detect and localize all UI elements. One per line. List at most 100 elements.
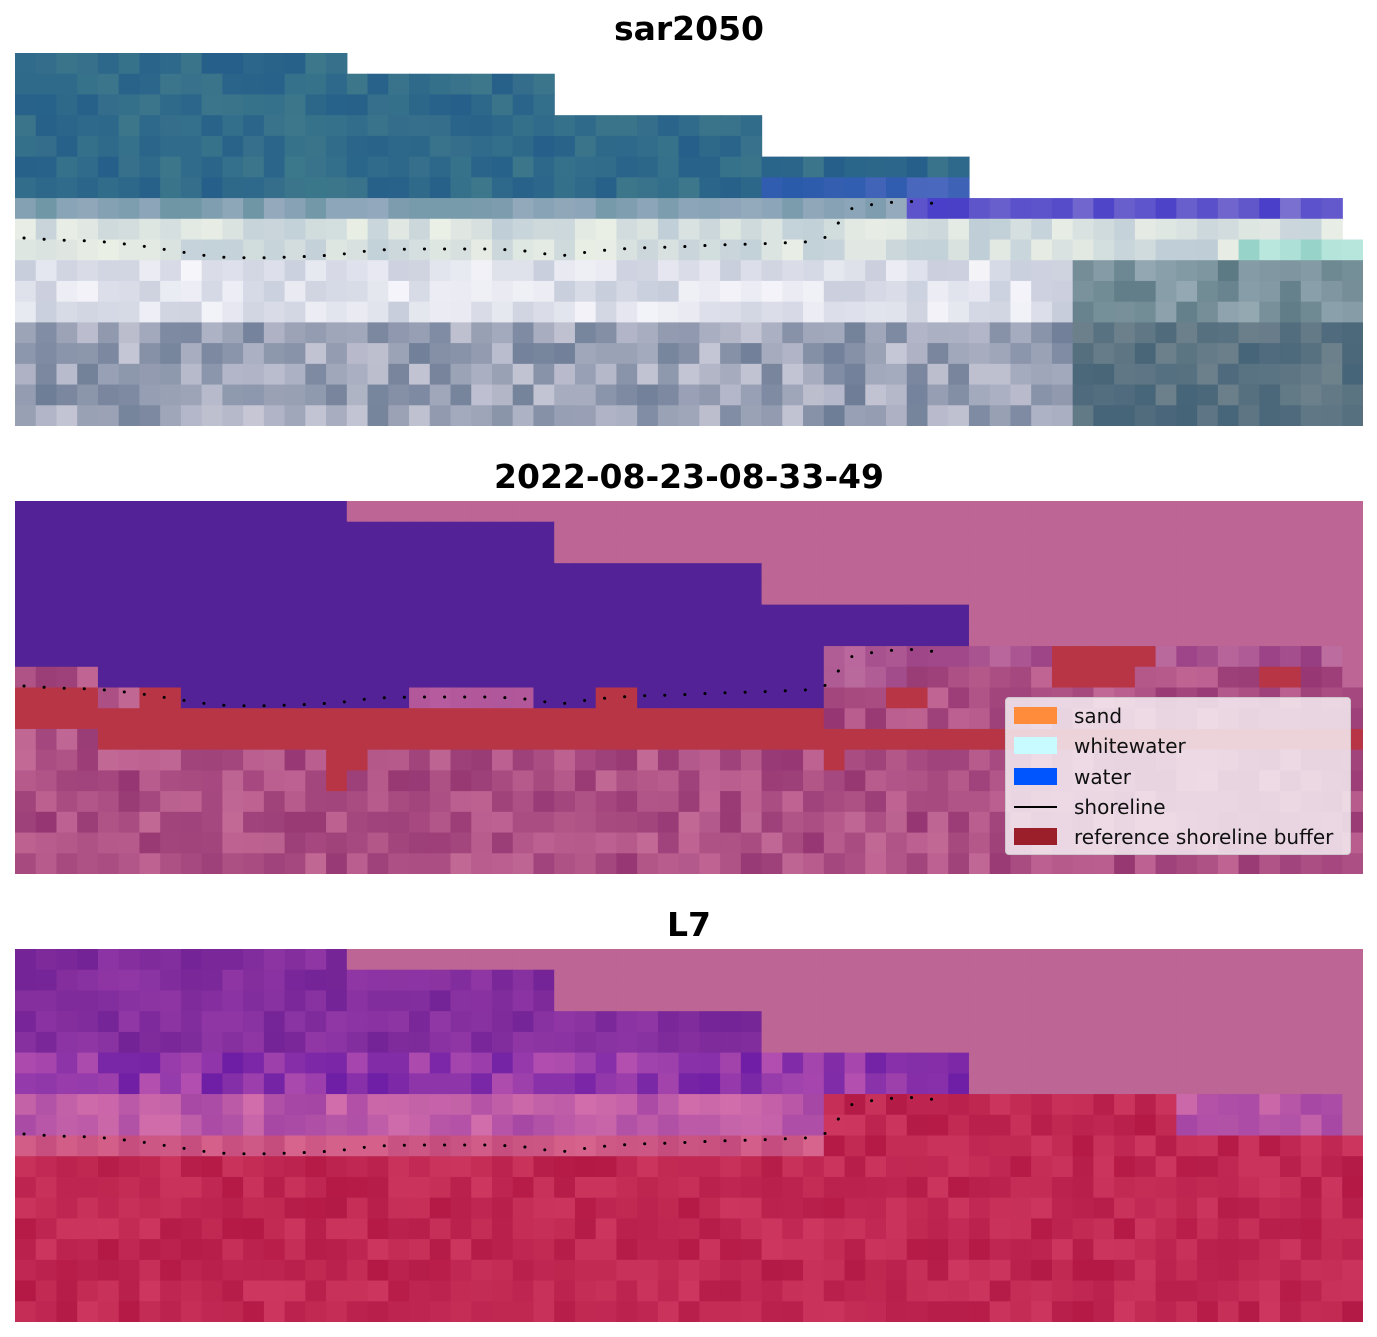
pixel-cell [616,1259,638,1282]
pixel-cell [989,604,1012,626]
pixel-cell [1134,1197,1157,1219]
pixel-cell [180,770,203,792]
pixel-cell [346,604,369,626]
pixel-cell [657,1094,680,1116]
pixel-cell [1155,1218,1177,1240]
pixel-cell [1321,1052,1343,1074]
pixel-cell [97,53,120,75]
pixel-cell [1280,969,1302,992]
pixel-cell [35,156,58,178]
pixel-cell [574,583,597,606]
pixel-cell [222,1114,244,1137]
pixel-cell [927,728,949,751]
pixel-cell [1051,646,1074,668]
pixel-cell [243,853,265,874]
pixel-cell [595,218,618,241]
pixel-cell [56,501,78,523]
pixel-cell [554,563,576,585]
pixel-cell [595,1197,618,1219]
pixel-cell [263,1114,286,1137]
pixel-cell [346,1073,369,1095]
pixel-cell [180,343,203,365]
pixel-cell [927,1114,949,1137]
pixel-cell [1217,1301,1240,1322]
pixel-cell [77,749,99,771]
pixel-cell [1051,239,1074,261]
pixel-cell [574,1135,597,1157]
pixel-cell [284,969,306,992]
pixel-cell [97,1197,120,1219]
pixel-cell [367,1094,389,1116]
pixel-cell [1093,1197,1115,1219]
pixel-cell [1031,343,1053,365]
pixel-cell [263,363,286,386]
pixel-cell [263,1073,286,1095]
pixel-cell [1217,343,1240,365]
pixel-cell [1238,1094,1260,1116]
pixel-cell [761,1259,783,1282]
pixel-cell [284,1218,306,1240]
pixel-cell [1321,1011,1343,1033]
pixel-cell [222,687,244,709]
pixel-cell [761,301,783,323]
pixel-cell [803,563,825,585]
pixel-cell [1031,1176,1053,1199]
pixel-cell [657,949,680,971]
pixel-cell [1051,563,1074,585]
pixel-cell [160,949,182,971]
pixel-cell [865,177,887,199]
pixel-cell [15,115,37,137]
pixel-cell [1134,1239,1157,1261]
pixel-cell [1114,563,1136,585]
pixel-cell [927,853,949,874]
pixel-cell [118,501,141,523]
pixel-cell [616,1301,638,1322]
pixel-cell [97,949,120,971]
pixel-cell [1010,501,1032,523]
pixel-cell [740,384,763,406]
pixel-cell [367,1176,389,1199]
pixel-cell [326,708,348,730]
pixel-cell [471,791,493,813]
pixel-cell [948,666,970,689]
pixel-cell [657,280,680,303]
pixel-cell [554,239,576,261]
pixel-cell [574,969,597,992]
pixel-cell [429,156,452,178]
pixel-cell [1051,301,1074,323]
pixel-cell [222,770,244,792]
pixel-cell [1342,853,1363,874]
pixel-cell [77,135,99,158]
pixel-cell [180,1280,203,1302]
pixel-cell [491,363,514,386]
pixel-cell [222,969,244,992]
pixel-cell [512,115,535,137]
pixel-cell [1155,343,1177,365]
pixel-cell [56,1301,78,1322]
pixel-cell [823,811,846,834]
pixel-cell [1300,990,1323,1012]
pixel-cell [139,770,161,792]
pixel-cell [948,1301,970,1322]
pixel-cell [761,239,783,261]
pixel-cell [1280,646,1302,668]
pixel-cell [471,1031,493,1054]
pixel-cell [865,625,887,647]
pixel-cell [243,280,265,303]
pixel-cell [637,1197,659,1219]
pixel-cell [15,135,37,158]
pixel-cell [1217,521,1240,544]
pixel-cell [574,1197,597,1219]
pixel-cell [1197,1094,1219,1116]
pixel-cell [346,1197,369,1219]
pixel-cell [1238,666,1260,689]
pixel-cell [616,384,638,406]
pixel-cell [201,687,223,709]
pixel-cell [118,1114,141,1137]
pixel-cell [1010,604,1032,626]
pixel-cell [1031,218,1053,241]
pixel-cell [77,94,99,116]
pixel-cell [886,563,908,585]
pixel-cell [180,1218,203,1240]
pixel-cell [968,1301,991,1322]
